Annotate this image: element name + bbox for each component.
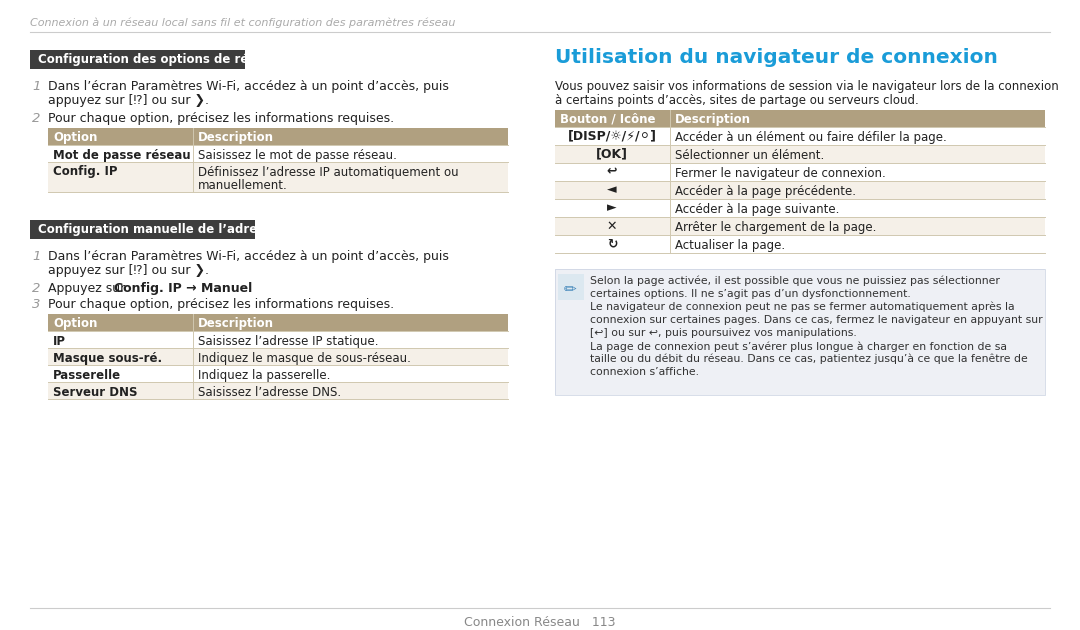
Text: Pour chaque option, précisez les informations requises.: Pour chaque option, précisez les informa… [48,298,394,311]
Text: manuellement.: manuellement. [198,179,287,192]
Text: Actualiser la page.: Actualiser la page. [675,239,785,252]
Text: Indiquez le masque de sous-réseau.: Indiquez le masque de sous-réseau. [198,352,410,365]
Text: taille ou du débit du réseau. Dans ce cas, patientez jusqu’à ce que la fenêtre d: taille ou du débit du réseau. Dans ce ca… [590,354,1028,365]
Text: Passerelle: Passerelle [53,369,121,382]
Text: Description: Description [675,113,751,126]
Bar [48,128,508,145]
Text: Masque sous-ré.: Masque sous-ré. [53,352,162,365]
Bar [48,348,508,365]
Text: Selon la page activée, il est possible que vous ne puissiez pas sélectionner: Selon la page activée, il est possible q… [590,276,1000,287]
Text: ◄: ◄ [607,183,617,197]
Text: Accéder à un élément ou faire défiler la page.: Accéder à un élément ou faire défiler la… [675,131,947,144]
Bar [48,365,508,382]
Text: Bouton / Icône: Bouton / Icône [561,113,656,126]
Text: Le navigateur de connexion peut ne pas se fermer automatiquement après la: Le navigateur de connexion peut ne pas s… [590,302,1014,312]
Text: Config. IP → Manuel: Config. IP → Manuel [114,282,253,295]
Text: Vous pouvez saisir vos informations de session via le navigateur lors de la conn: Vous pouvez saisir vos informations de s… [555,80,1058,93]
Text: ►: ► [607,202,617,214]
Text: ↻: ↻ [607,238,618,251]
Text: [↩] ou sur ↩, puis poursuivez vos manipulations.: [↩] ou sur ↩, puis poursuivez vos manipu… [590,328,856,338]
Text: Sélectionner un élément.: Sélectionner un élément. [675,149,824,162]
Bar [555,199,1045,217]
Text: .: . [248,282,252,295]
Text: [OK]: [OK] [596,147,627,161]
Text: Description: Description [198,131,274,144]
Text: Saisissez l’adresse IP statique.: Saisissez l’adresse IP statique. [198,335,378,348]
Text: Configuration manuelle de l’adresse IP: Configuration manuelle de l’adresse IP [38,223,296,236]
Text: Saisissez l’adresse DNS.: Saisissez l’adresse DNS. [198,386,341,399]
Text: Arrêter le chargement de la page.: Arrêter le chargement de la page. [675,221,876,234]
Bar [30,220,255,239]
Text: connexion s’affiche.: connexion s’affiche. [590,367,699,377]
Text: Config. IP: Config. IP [53,166,118,178]
Text: Accéder à la page précédente.: Accéder à la page précédente. [675,185,856,198]
Bar [555,235,1045,253]
Text: Dans l’écran Paramètres Wi-Fi, accédez à un point d’accès, puis: Dans l’écran Paramètres Wi-Fi, accédez à… [48,250,449,263]
Bar [48,382,508,399]
Bar [48,145,508,162]
Text: Serveur DNS: Serveur DNS [53,386,137,399]
Text: 2: 2 [32,282,40,295]
Bar [555,269,1045,395]
Bar [48,314,508,331]
Text: Connexion Réseau   113: Connexion Réseau 113 [464,616,616,629]
Text: 1: 1 [32,250,40,263]
Text: appuyez sur [⁉] ou sur ❯.: appuyez sur [⁉] ou sur ❯. [48,94,210,107]
Text: 2: 2 [32,112,40,125]
Text: Pour chaque option, précisez les informations requises.: Pour chaque option, précisez les informa… [48,112,394,125]
Bar [30,50,245,69]
Text: Appuyez sur: Appuyez sur [48,282,130,295]
Text: Mot de passe réseau: Mot de passe réseau [53,149,191,162]
Text: à certains points d’accès, sites de partage ou serveurs cloud.: à certains points d’accès, sites de part… [555,94,919,107]
Text: IP: IP [53,335,66,348]
Text: ✏: ✏ [564,282,577,297]
Text: connexion sur certaines pages. Dans ce cas, fermez le navigateur en appuyant sur: connexion sur certaines pages. Dans ce c… [590,315,1042,325]
Bar [555,163,1045,181]
Text: Dans l’écran Paramètres Wi-Fi, accédez à un point d’accès, puis: Dans l’écran Paramètres Wi-Fi, accédez à… [48,80,449,93]
Text: Configuration des options de réseau: Configuration des options de réseau [38,53,280,66]
Text: 3: 3 [32,298,40,311]
Bar [558,274,584,300]
Text: Connexion à un réseau local sans fil et configuration des paramètres réseau: Connexion à un réseau local sans fil et … [30,18,456,28]
Text: ↩: ↩ [607,166,618,178]
Bar [48,331,508,348]
Text: Accéder à la page suivante.: Accéder à la page suivante. [675,203,839,216]
Text: Option: Option [53,317,97,330]
Text: Option: Option [53,131,97,144]
Text: Indiquez la passerelle.: Indiquez la passerelle. [198,369,330,382]
Text: Saisissez le mot de passe réseau.: Saisissez le mot de passe réseau. [198,149,396,162]
Bar [555,217,1045,235]
Text: Fermer le navigateur de connexion.: Fermer le navigateur de connexion. [675,167,886,180]
Text: 1: 1 [32,80,40,93]
Text: Description: Description [198,317,274,330]
Bar [555,127,1045,145]
Text: Définissez l’adresse IP automatiquement ou: Définissez l’adresse IP automatiquement … [198,166,459,179]
Text: ✕: ✕ [607,219,618,232]
Text: certaines options. Il ne s’agit pas d’un dysfonctionnement.: certaines options. Il ne s’agit pas d’un… [590,289,910,299]
Bar [555,110,1045,127]
Bar [555,181,1045,199]
Bar [555,269,1045,395]
Text: La page de connexion peut s’avérer plus longue à charger en fonction de sa: La page de connexion peut s’avérer plus … [590,341,1007,352]
Bar [48,162,508,192]
Text: Utilisation du navigateur de connexion: Utilisation du navigateur de connexion [555,48,998,67]
Text: [DISP/☼/⚡/⚪]: [DISP/☼/⚡/⚪] [567,130,657,142]
Bar [555,145,1045,163]
Text: appuyez sur [⁉] ou sur ❯.: appuyez sur [⁉] ou sur ❯. [48,264,210,277]
